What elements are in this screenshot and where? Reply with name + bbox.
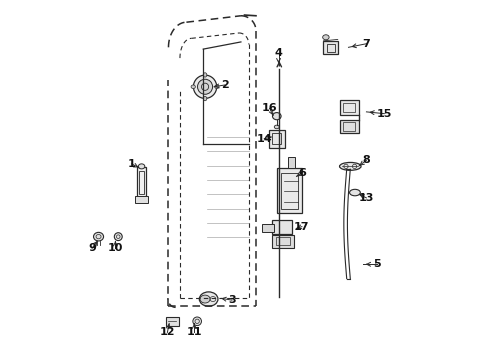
Text: 1: 1	[127, 159, 135, 169]
Bar	[277, 168, 301, 213]
Text: 15: 15	[376, 109, 391, 119]
Ellipse shape	[214, 85, 219, 89]
Text: 9: 9	[88, 243, 96, 253]
Bar	[272, 220, 292, 234]
Text: 11: 11	[186, 327, 202, 337]
Text: 14: 14	[256, 134, 271, 144]
Ellipse shape	[203, 73, 206, 77]
Text: 17: 17	[293, 222, 309, 231]
Text: 6: 6	[297, 168, 305, 178]
Bar	[137, 167, 146, 198]
Bar	[323, 41, 337, 54]
Text: 10: 10	[107, 243, 123, 253]
Bar	[281, 173, 298, 209]
Ellipse shape	[200, 295, 210, 303]
Ellipse shape	[114, 233, 122, 240]
Ellipse shape	[199, 292, 218, 306]
Bar	[139, 171, 144, 194]
Bar	[272, 234, 293, 248]
Bar	[326, 44, 334, 51]
Bar	[287, 157, 294, 168]
Text: 12: 12	[159, 327, 175, 337]
Bar	[135, 196, 148, 203]
Ellipse shape	[193, 75, 216, 98]
Bar	[268, 130, 285, 148]
Ellipse shape	[93, 232, 103, 241]
Ellipse shape	[322, 35, 328, 40]
Ellipse shape	[197, 79, 212, 94]
Ellipse shape	[274, 125, 279, 129]
Text: 3: 3	[228, 295, 235, 305]
Text: 5: 5	[373, 259, 380, 269]
Bar	[339, 120, 358, 134]
Bar	[272, 133, 281, 144]
Ellipse shape	[349, 189, 360, 196]
Ellipse shape	[138, 164, 144, 169]
Text: 16: 16	[261, 103, 277, 113]
Ellipse shape	[203, 96, 206, 101]
Bar	[339, 100, 358, 115]
Text: 2: 2	[221, 80, 228, 90]
Text: 13: 13	[358, 193, 373, 203]
Bar	[343, 103, 354, 112]
Ellipse shape	[191, 85, 195, 89]
Ellipse shape	[339, 162, 360, 170]
Circle shape	[192, 317, 201, 325]
Bar	[165, 318, 178, 326]
Text: 7: 7	[362, 39, 369, 49]
Text: 8: 8	[362, 155, 369, 165]
Ellipse shape	[272, 113, 281, 120]
Text: 4: 4	[274, 48, 282, 58]
Bar	[276, 237, 290, 245]
Bar	[343, 122, 354, 131]
Bar	[262, 224, 273, 231]
